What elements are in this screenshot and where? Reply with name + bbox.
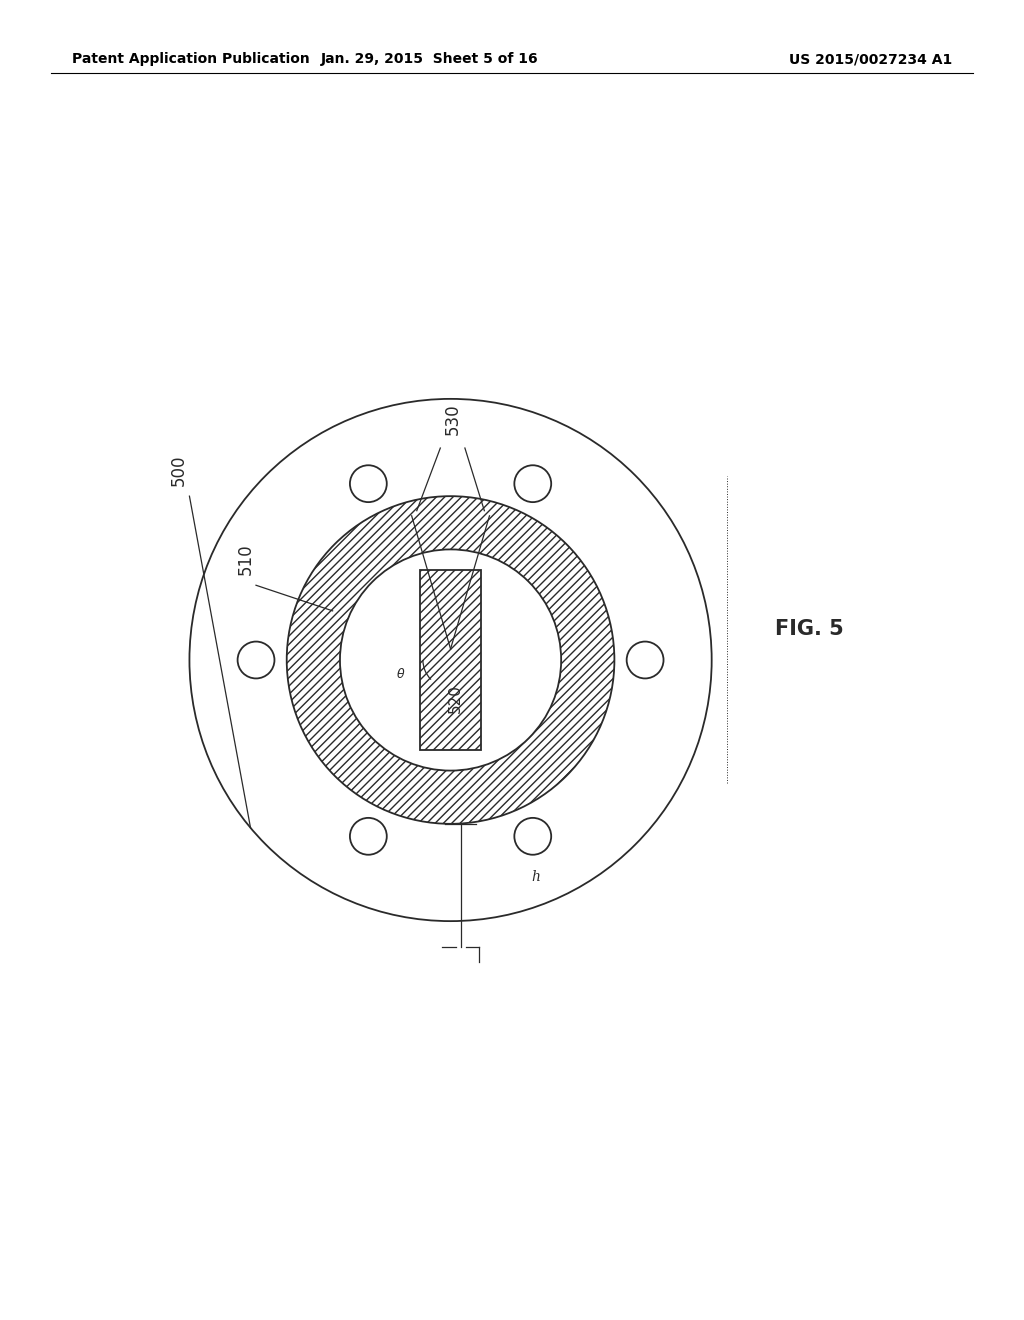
Circle shape (287, 496, 614, 824)
Circle shape (514, 465, 551, 502)
Circle shape (514, 818, 551, 855)
Circle shape (189, 399, 712, 921)
Text: 520: 520 (449, 685, 463, 713)
Text: Patent Application Publication: Patent Application Publication (72, 53, 309, 66)
Circle shape (340, 549, 561, 771)
Circle shape (238, 642, 274, 678)
Text: FIG. 5: FIG. 5 (774, 619, 844, 639)
Bar (420, 570, 481, 750)
Text: 510: 510 (237, 544, 255, 576)
Text: Jan. 29, 2015  Sheet 5 of 16: Jan. 29, 2015 Sheet 5 of 16 (322, 53, 539, 66)
Circle shape (350, 818, 387, 855)
Circle shape (350, 465, 387, 502)
Text: US 2015/0027234 A1: US 2015/0027234 A1 (790, 53, 952, 66)
Text: h: h (531, 870, 540, 884)
Text: 530: 530 (443, 404, 462, 436)
Text: $\theta$: $\theta$ (396, 667, 406, 681)
Text: 500: 500 (170, 455, 188, 486)
Circle shape (627, 642, 664, 678)
